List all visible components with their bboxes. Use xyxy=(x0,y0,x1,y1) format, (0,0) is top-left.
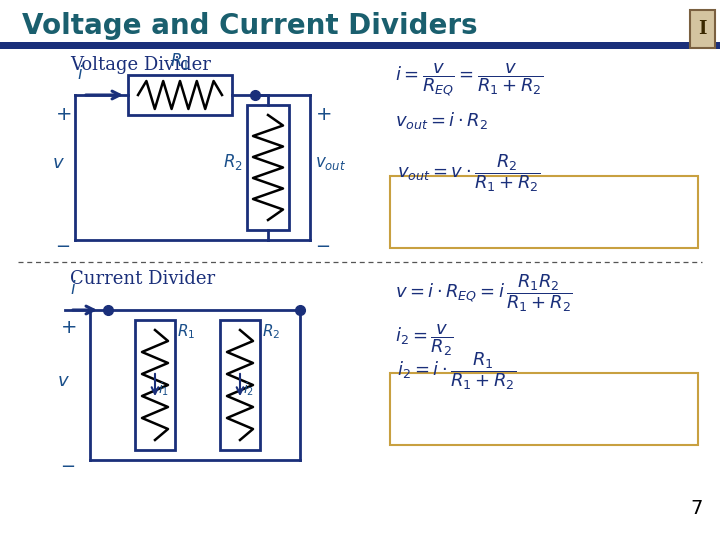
Bar xyxy=(128,75,232,115)
Text: $+$: $+$ xyxy=(55,105,71,124)
Bar xyxy=(390,176,698,248)
Text: $-$: $-$ xyxy=(55,236,70,254)
Text: $+$: $+$ xyxy=(60,318,76,337)
Text: $i_2 = \dfrac{v}{R_2}$: $i_2 = \dfrac{v}{R_2}$ xyxy=(395,322,454,357)
Bar xyxy=(690,10,715,48)
Text: 7: 7 xyxy=(690,499,703,518)
Text: I: I xyxy=(698,20,706,38)
Text: $v$: $v$ xyxy=(52,154,65,172)
Bar xyxy=(135,320,175,450)
Text: Voltage and Current Dividers: Voltage and Current Dividers xyxy=(22,12,477,40)
Text: $R_1$: $R_1$ xyxy=(170,51,190,71)
Text: Voltage Divider: Voltage Divider xyxy=(70,56,211,74)
Text: $R_2$: $R_2$ xyxy=(262,322,280,341)
Text: $i = \dfrac{v}{R_{EQ}} = \dfrac{v}{R_1 + R_2}$: $i = \dfrac{v}{R_{EQ}} = \dfrac{v}{R_1 +… xyxy=(395,62,544,99)
Bar xyxy=(247,105,289,230)
Text: $v$: $v$ xyxy=(57,372,70,390)
Text: Current Divider: Current Divider xyxy=(70,270,215,288)
Text: $i_2$: $i_2$ xyxy=(243,380,254,397)
Bar xyxy=(220,320,260,450)
Text: $i_2 = i \cdot \dfrac{R_1}{R_1 + R_2}$: $i_2 = i \cdot \dfrac{R_1}{R_1 + R_2}$ xyxy=(397,350,516,392)
Text: $+$: $+$ xyxy=(315,105,331,124)
Text: $R_2$: $R_2$ xyxy=(223,152,243,172)
Text: $v_{out} = i \cdot R_2$: $v_{out} = i \cdot R_2$ xyxy=(395,110,488,131)
Bar xyxy=(390,373,698,445)
Bar xyxy=(0,42,720,49)
Text: $-$: $-$ xyxy=(60,456,75,474)
Text: $i$: $i$ xyxy=(77,65,84,83)
Text: $i_1$: $i_1$ xyxy=(158,380,169,397)
Text: $v = i \cdot R_{EQ} = i\,\dfrac{R_1 R_2}{R_1 + R_2}$: $v = i \cdot R_{EQ} = i\,\dfrac{R_1 R_2}… xyxy=(395,272,572,314)
Text: $v_{out}$: $v_{out}$ xyxy=(315,155,346,172)
Text: $i$: $i$ xyxy=(70,280,76,298)
Text: $v_{out} = v \cdot \dfrac{R_2}{R_1 + R_2}$: $v_{out} = v \cdot \dfrac{R_2}{R_1 + R_2… xyxy=(397,152,541,194)
Text: $-$: $-$ xyxy=(315,236,330,254)
Text: $R_1$: $R_1$ xyxy=(177,322,195,341)
